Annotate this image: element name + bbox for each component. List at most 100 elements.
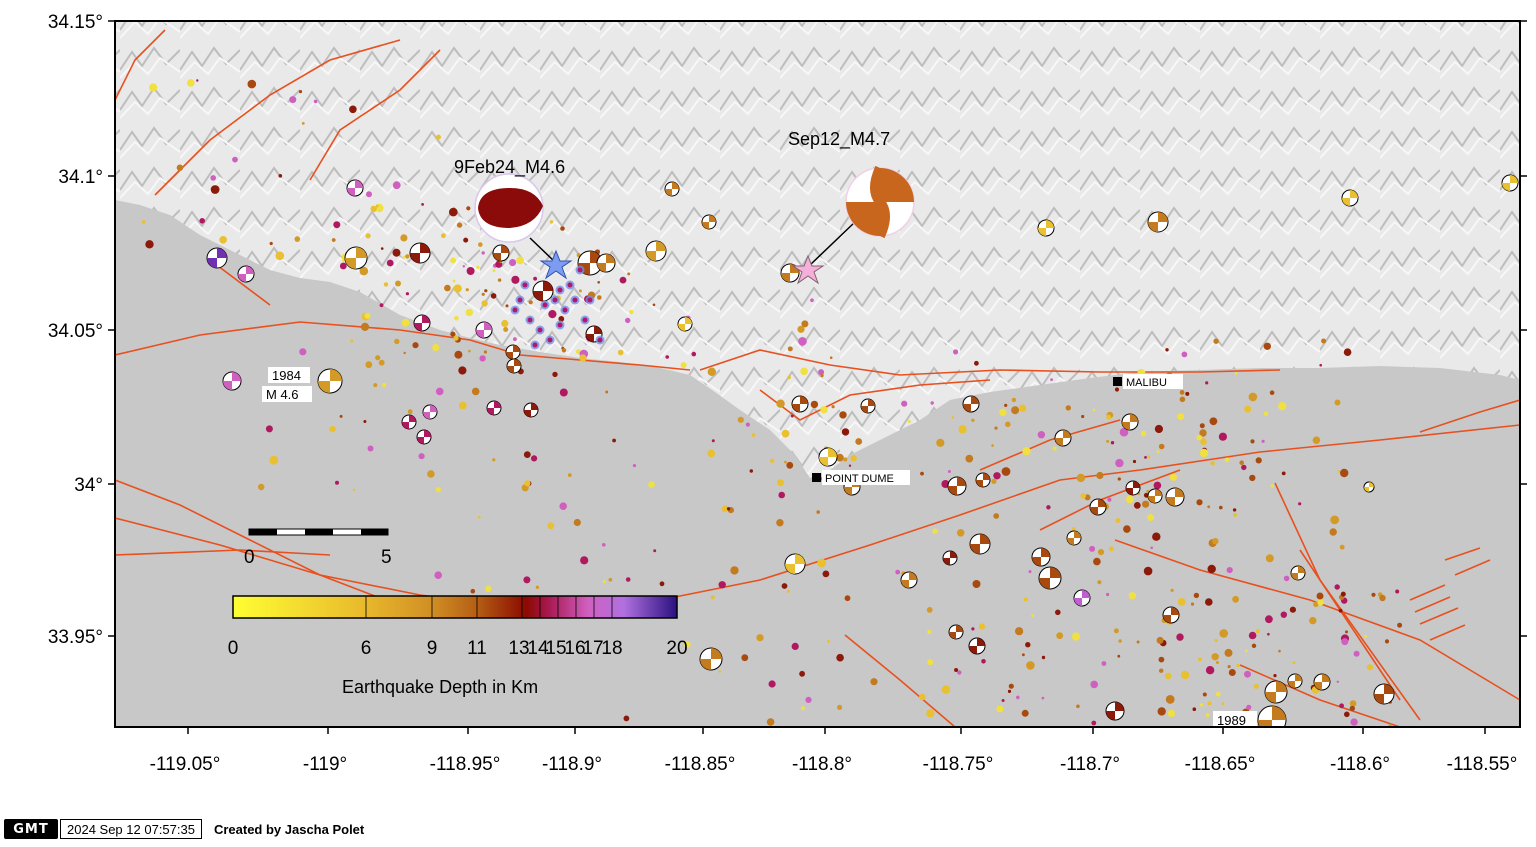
earthquake-dot: [791, 642, 799, 651]
earthquake-dot: [1153, 481, 1162, 490]
focal-mechanism: [1341, 189, 1359, 207]
earthquake-dot: [1031, 614, 1034, 617]
earthquake-dot: [450, 257, 456, 264]
earthquake-dot: [1037, 431, 1046, 439]
earthquake-dot: [349, 105, 357, 114]
earthquake-dot: [403, 351, 406, 355]
earthquake-dot: [799, 670, 805, 677]
focal-mechanism: [475, 321, 493, 339]
earthquake-dot: [436, 134, 441, 140]
earthquake-dot: [778, 491, 785, 499]
earthquake-dot: [737, 416, 744, 423]
earthquake-dot: [373, 383, 378, 388]
earthquake-dot: [870, 678, 878, 686]
earthquake-dot: [1261, 439, 1265, 443]
earthquake-dot: [1246, 704, 1252, 710]
earthquake-dot: [561, 348, 567, 353]
earthquake-dot: [360, 322, 370, 331]
earthquake-dot: [481, 251, 485, 255]
earthquake-dot: [1236, 663, 1240, 668]
earthquake-dot: [548, 310, 557, 319]
earthquake-dot: [1244, 670, 1251, 678]
earthquake-dot: [1216, 661, 1219, 664]
lon-tick-label: -118.75°: [923, 754, 994, 775]
earthquake-dot: [232, 156, 238, 163]
earthquake-dot: [659, 581, 665, 587]
earthquake-dot: [458, 366, 467, 375]
earthquake-dot: [951, 416, 955, 419]
lon-tick-label: -118.9°: [542, 754, 602, 775]
focal-mechanism: [1121, 413, 1139, 431]
earthquake-dot: [827, 639, 831, 643]
map-body: MALIBU POINT DUME 9Feb24_M4.6 Sep12_M4.7…: [115, 21, 1520, 753]
fault-line: [1239, 664, 1401, 727]
lon-tick-label: -118.8°: [792, 754, 852, 775]
earthquake-dot: [999, 408, 1007, 417]
earthquake-dot: [471, 387, 480, 396]
earthquake-dot: [836, 453, 844, 462]
earthquake-dot: [465, 288, 469, 292]
earthquake-dot: [1371, 592, 1376, 597]
feb24-star: [539, 249, 573, 280]
earthquake-dot: [1248, 392, 1258, 402]
earthquake-dot: [822, 570, 830, 578]
earthquake-dot: [1016, 695, 1020, 700]
earthquake-dot: [817, 558, 827, 568]
earthquake-dot: [1344, 711, 1350, 718]
earthquake-dot: [1244, 405, 1252, 413]
earthquake-dot: [1365, 728, 1372, 735]
earthquake-dot: [927, 629, 932, 635]
earthquake-dot: [1147, 514, 1155, 521]
fault-line: [309, 49, 441, 181]
earthquake-dot: [994, 426, 998, 430]
earthquake-dot: [617, 349, 624, 356]
fault-line: [1419, 607, 1459, 625]
earthquake-dot: [176, 164, 184, 171]
earthquake-dot: [797, 325, 805, 333]
focal-mechanism: [968, 637, 986, 655]
focal-mechanism: [791, 395, 809, 413]
earthquake-dot: [1306, 745, 1314, 753]
focal-mechanisms: [206, 174, 1519, 727]
earthquake-dot: [1224, 648, 1233, 657]
earthquake-dot: [1343, 348, 1352, 357]
earthquake-dot: [632, 464, 637, 468]
earthquake-dot: [1177, 413, 1185, 421]
earthquake-dot: [1170, 588, 1174, 593]
earthquake-dot: [210, 175, 216, 181]
earthquake-dot: [187, 79, 195, 87]
earthquake-dot: [920, 471, 924, 476]
earthquake-dot: [1106, 414, 1112, 420]
earthquake-dot: [816, 510, 820, 514]
earthquake-dot: [932, 528, 938, 534]
earthquake-dot: [1041, 696, 1045, 700]
earthquake-dot: [1334, 584, 1340, 590]
colorbar-tick-label: 6: [361, 638, 372, 659]
earthquake-dot: [1005, 421, 1011, 428]
earthquake-dot: [1309, 616, 1317, 625]
colorbar-tick-label: 17: [582, 638, 603, 659]
earthquake-dot: [364, 312, 371, 319]
earthquake-dot: [1193, 592, 1200, 599]
colorbar-tick-label: 18: [601, 638, 622, 659]
earthquake-dot: [468, 349, 471, 353]
earthquake-dot: [1133, 502, 1141, 509]
earthquake-dot: [1267, 632, 1270, 636]
earthquake-dot: [1207, 505, 1211, 509]
earthquake-dot: [1349, 700, 1357, 707]
earthquake-dot: [463, 237, 469, 243]
earthquake-dot: [625, 317, 631, 324]
earthquake-dot: [1207, 701, 1212, 706]
earthquake-dot: [353, 488, 356, 491]
earthquake-dot: [1080, 493, 1086, 499]
focal-mechanism: [1066, 530, 1082, 546]
earthquake-dot: [1194, 736, 1197, 739]
earthquake-dot: [1278, 402, 1287, 411]
e1984-year-bg: [268, 367, 310, 383]
earthquake-dot: [1211, 653, 1219, 661]
earthquake-dot: [741, 654, 749, 662]
earthquake-dot: [1366, 664, 1373, 671]
earthquake-dot: [1339, 544, 1345, 550]
focal-mechanism: [1125, 480, 1141, 496]
colorbar-title: Earthquake Depth in Km: [342, 677, 538, 697]
